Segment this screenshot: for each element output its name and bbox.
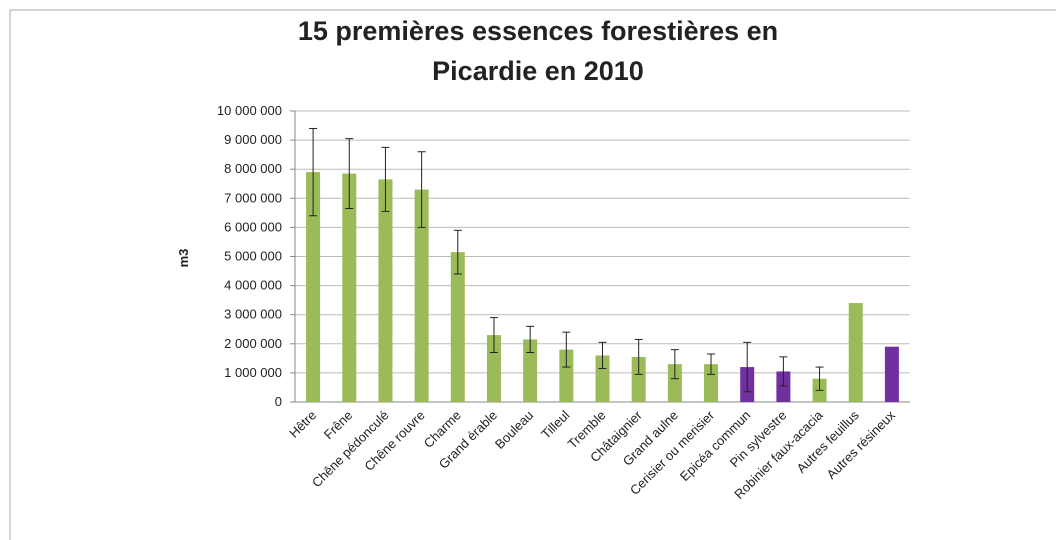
y-tick-label: 3 000 000 [224,307,282,322]
y-tick-label: 8 000 000 [224,161,282,176]
bar [595,355,610,402]
y-tick-label: 7 000 000 [224,190,282,205]
bar [848,303,863,402]
bar [667,364,682,402]
bar [342,173,357,402]
bar [776,371,791,402]
bar [559,349,574,402]
bar [631,356,646,402]
y-tick-label: 1 000 000 [224,365,282,380]
bar [523,339,538,402]
bar [450,252,465,402]
bar [486,335,501,402]
y-tick-label: 2 000 000 [224,336,282,351]
y-tick-label: 9 000 000 [224,132,282,147]
bar [306,172,321,402]
chart-title: Picardie en 2010 [432,56,644,86]
bar [704,364,719,402]
y-tick-label: 4 000 000 [224,278,282,293]
y-tick-label: 6 000 000 [224,219,282,234]
bar [884,346,899,402]
y-tick-label: 0 [275,394,282,409]
y-axis-label: m3 [176,249,191,268]
chart-title: 15 premières essences forestières en [298,16,778,46]
bar [414,189,429,402]
y-tick-label: 5 000 000 [224,249,282,264]
bar [378,179,393,402]
y-tick-label: 10 000 000 [217,103,282,118]
